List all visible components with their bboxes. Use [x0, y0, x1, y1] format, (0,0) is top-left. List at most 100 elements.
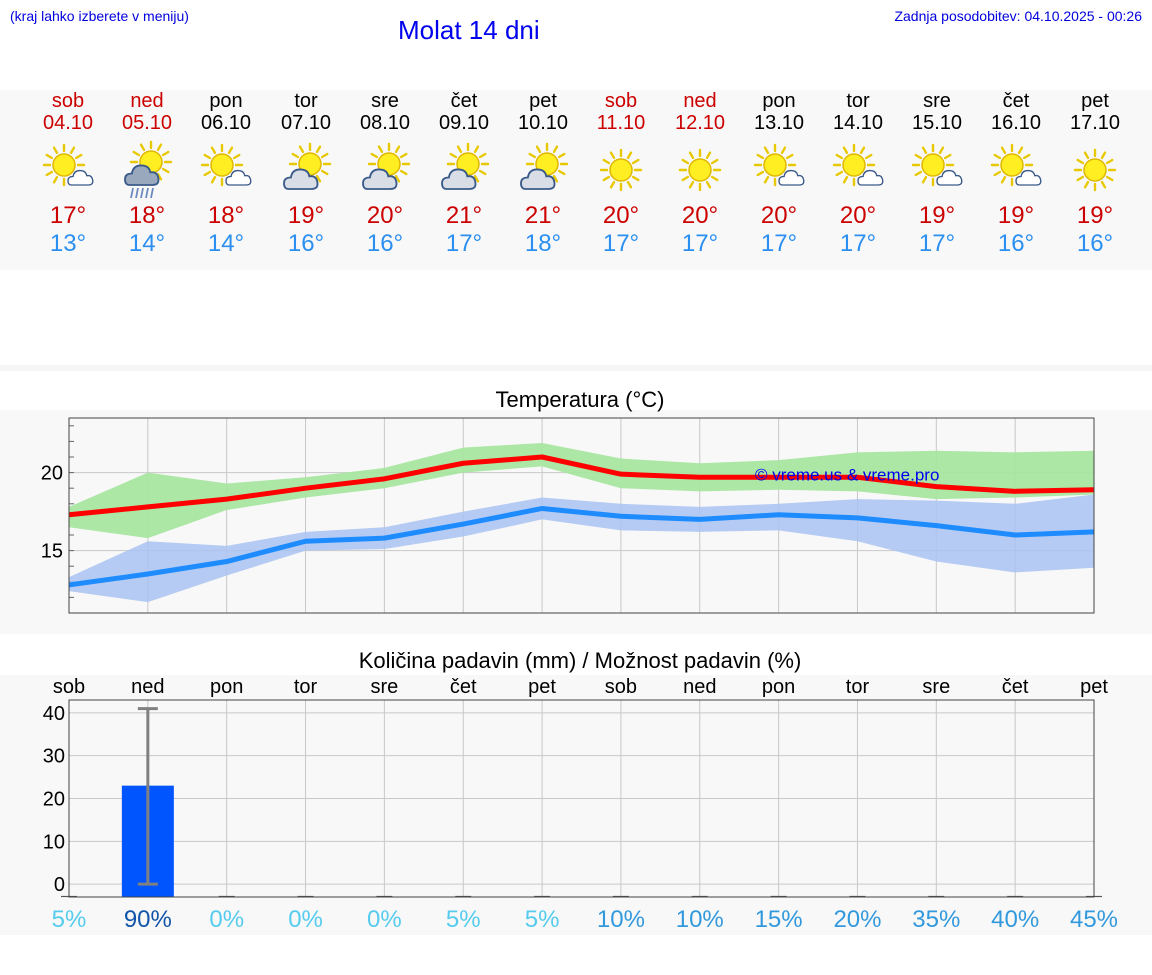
- day-column: tor 07.10 19° 16°: [267, 90, 345, 258]
- day-date: 10.10: [517, 112, 569, 134]
- x-tick-label: sre: [370, 676, 398, 698]
- x-tick-label: pon: [210, 676, 243, 698]
- day-name: sre: [923, 90, 951, 112]
- sun-cloud-icon: [200, 143, 252, 187]
- precipitation-probability: 35%: [912, 906, 960, 933]
- day-column: ned 05.10 18° 14°: [108, 90, 186, 258]
- day-name: čet: [1002, 90, 1030, 112]
- page-title: Molat 14 dni: [398, 15, 540, 45]
- sun-cloud-icon: [990, 143, 1042, 187]
- max-temperature: 20°: [366, 202, 404, 229]
- day-column: tor 14.10 20° 17°: [819, 90, 897, 258]
- day-name: sre: [371, 90, 399, 112]
- day-name: tor: [294, 90, 318, 112]
- min-temperature: 14°: [207, 230, 245, 257]
- max-temperature: 20°: [602, 202, 640, 229]
- day-name: tor: [846, 90, 870, 112]
- min-temperature: 16°: [287, 230, 325, 257]
- sun-cloud-icon: [753, 143, 805, 187]
- y-tick-label: 40: [43, 703, 65, 725]
- day-date: 17.10: [1069, 112, 1121, 134]
- max-temperature: 20°: [839, 202, 877, 229]
- min-temperature-band: [69, 494, 1094, 603]
- max-temperature: 17°: [49, 202, 87, 229]
- min-temperature: 17°: [445, 230, 483, 257]
- max-temperature: 18°: [128, 202, 166, 229]
- precipitation-probability: 40%: [991, 906, 1039, 933]
- day-column: sob 04.10 17° 13°: [29, 90, 107, 258]
- min-temperature: 18°: [524, 230, 562, 257]
- max-temperature: 19°: [287, 202, 325, 229]
- day-date: 16.10: [990, 112, 1042, 134]
- min-temperature-line: [68, 505, 1095, 588]
- y-tick-label: 20: [43, 789, 65, 811]
- day-date: 12.10: [674, 112, 726, 134]
- day-column: pon 06.10 18° 14°: [187, 90, 265, 258]
- min-temperature: 17°: [918, 230, 956, 257]
- x-tick-label: ned: [131, 676, 164, 698]
- max-temperature: 19°: [1076, 202, 1114, 229]
- sun-cloud-icon: [832, 143, 884, 187]
- day-name: ned: [130, 90, 164, 112]
- day-date: 09.10: [438, 112, 490, 134]
- day-name: ned: [683, 90, 717, 112]
- y-tick-label: 0: [54, 874, 65, 896]
- max-temperature: 20°: [760, 202, 798, 229]
- day-name: pet: [1081, 90, 1109, 112]
- min-temperature: 17°: [681, 230, 719, 257]
- precipitation-probability: 10%: [676, 906, 724, 933]
- temperature-chart: 15 20 © vreme.us & vreme.pro: [41, 417, 1095, 614]
- sun-big-cloud-icon: [520, 142, 569, 190]
- day-name: pon: [762, 90, 796, 112]
- day-date: 04.10: [42, 112, 94, 134]
- x-tick-label: pon: [762, 676, 795, 698]
- min-temperature: 17°: [602, 230, 640, 257]
- day-name: čet: [450, 90, 478, 112]
- day-column: sre 15.10 19° 17°: [898, 90, 976, 258]
- x-tick-label: sob: [53, 676, 85, 698]
- sun-big-cloud-icon: [441, 142, 490, 190]
- sun-icon: [1073, 148, 1117, 192]
- precipitation-probability: 5%: [52, 906, 87, 933]
- day-date: 13.10: [753, 112, 805, 134]
- max-temperature: 18°: [207, 202, 245, 229]
- precipitation-probability: 5%: [525, 906, 560, 933]
- max-temperature: 19°: [997, 202, 1035, 229]
- precipitation-probability: 5%: [446, 906, 481, 933]
- day-column: pon 13.10 20° 17°: [740, 90, 818, 258]
- day-column: čet 09.10 21° 17°: [425, 90, 503, 258]
- day-column: ned 12.10 20° 17°: [661, 90, 739, 258]
- plot-frame: [68, 699, 1095, 898]
- sun-icon: [599, 148, 643, 192]
- temperature-chart-title: Temperatura (°C): [495, 387, 665, 412]
- x-tick-label: sob: [605, 676, 637, 698]
- day-column: sob 11.10 20° 17°: [582, 90, 660, 258]
- day-date: 05.10: [121, 112, 173, 134]
- sun-big-cloud-icon: [362, 142, 411, 190]
- region-hint: (kraj lahko izberete v meniju): [10, 8, 189, 24]
- plot-frame: [68, 417, 1095, 614]
- x-tick-label: pet: [528, 676, 556, 698]
- separator: [0, 365, 1152, 371]
- precipitation-probability: 20%: [833, 906, 881, 933]
- precipitation-probability: 45%: [1070, 906, 1118, 933]
- last-update: Zadnja posodobitev: 04.10.2025 - 00:26: [894, 8, 1142, 24]
- precipitation-probability: 0%: [367, 906, 402, 933]
- x-tick-label: čet: [1002, 676, 1029, 698]
- precipitation-probability: 10%: [597, 906, 645, 933]
- y-tick-label: 10: [43, 831, 65, 853]
- day-name: sob: [604, 90, 638, 112]
- x-tick-label: čet: [450, 676, 477, 698]
- y-tick-label: 15: [41, 541, 63, 563]
- x-tick-label: sre: [922, 676, 950, 698]
- day-date: 06.10: [200, 112, 252, 134]
- max-temperature: 21°: [524, 202, 562, 229]
- precipitation-chart-title: Količina padavin (mm) / Možnost padavin …: [358, 648, 802, 673]
- x-tick-label: pet: [1080, 676, 1108, 698]
- day-column: čet 16.10 19° 16°: [977, 90, 1055, 258]
- day-date: 11.10: [596, 112, 646, 134]
- sun-big-cloud-icon: [283, 142, 332, 190]
- max-temperature: 20°: [681, 202, 719, 229]
- precipitation-chart: sob ned pon tor sre čet pet sob ned pon tor sre čet p…: [43, 676, 1118, 933]
- day-name: pet: [529, 90, 557, 112]
